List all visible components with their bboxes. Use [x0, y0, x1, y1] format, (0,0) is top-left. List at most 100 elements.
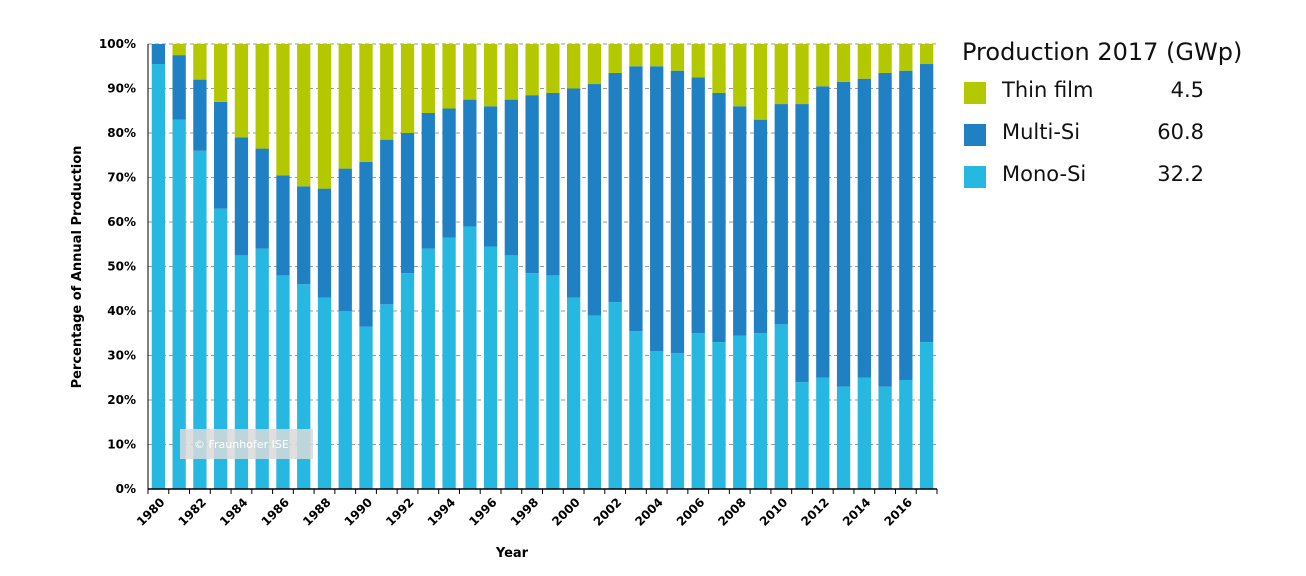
bar-thin-film-2012: [816, 44, 830, 87]
bar-multi-si-1985: [255, 148, 269, 249]
legend-swatch-thin-film: [964, 82, 986, 104]
bar-thin-film-2013: [836, 44, 851, 82]
legend-swatch-multi-si: [964, 124, 986, 146]
bar-thin-film-1983: [214, 44, 228, 102]
bar-mono-si-1997: [504, 255, 518, 489]
bar-mono-si-1989: [338, 311, 352, 489]
bar-mono-si-2001: [587, 315, 602, 489]
bar-multi-si-1990: [359, 161, 373, 327]
bar-thin-film-1988: [317, 44, 332, 189]
bar-multi-si-1986: [276, 175, 290, 276]
bar-thin-film-2008: [733, 44, 747, 107]
bar-multi-si-2009: [753, 119, 768, 334]
bar-mono-si-2017: [919, 342, 934, 489]
bar-multi-si-1993: [421, 112, 435, 249]
watermark-text: © Fraunhofer ISE: [194, 438, 289, 451]
bar-thin-film-2001: [587, 44, 602, 85]
x-tick-label: 2014: [840, 495, 874, 529]
bar-multi-si-2016: [899, 70, 913, 380]
bar-thin-film-2017: [919, 44, 934, 65]
bar-mono-si-1993: [421, 248, 435, 489]
bar-thin-film-1984: [234, 44, 249, 138]
bar-multi-si-2005: [670, 70, 685, 354]
bar-mono-si-1990: [359, 326, 373, 489]
y-tick-label: 90%: [107, 82, 136, 96]
bar-thin-film-2006: [691, 44, 705, 78]
bar-mono-si-1998: [525, 273, 539, 489]
bar-mono-si-2009: [753, 333, 768, 489]
x-tick-label: 1994: [425, 495, 459, 529]
bar-mono-si-2016: [899, 379, 913, 489]
bar-multi-si-2004: [650, 66, 664, 352]
bar-mono-si-2014: [857, 377, 871, 489]
bar-multi-si-2002: [608, 72, 622, 303]
y-tick-label: 60%: [107, 215, 136, 229]
bar-multi-si-2003: [629, 66, 643, 332]
bar-mono-si-2012: [816, 377, 830, 489]
bar-multi-si-2012: [816, 86, 830, 378]
bar-multi-si-2011: [795, 104, 809, 383]
bars: [151, 44, 934, 490]
legend-value: 60.8: [1157, 120, 1204, 144]
watermark-box: [180, 429, 313, 459]
bar-multi-si-1987: [297, 186, 311, 285]
y-tick-label: 80%: [107, 126, 136, 140]
x-tick-labels: 1980 1982 1984 1986 1988 1990 1992 1994 1996 1998…: [134, 495, 915, 529]
legend-swatch-mono-si: [964, 166, 986, 188]
bar-multi-si-2015: [878, 72, 892, 387]
x-tick-label: 1998: [508, 495, 542, 529]
y-tick-label: 50%: [107, 260, 136, 274]
bar-mono-si-1991: [380, 304, 394, 489]
bar-thin-film-1996: [483, 44, 498, 107]
bar-multi-si-1983: [214, 101, 228, 209]
x-tick-label: 1996: [466, 495, 500, 529]
x-tick-label: 2004: [632, 495, 666, 529]
bar-mono-si-2002: [608, 302, 622, 489]
bar-mono-si-2015: [878, 386, 892, 489]
bar-mono-si-1996: [483, 246, 498, 489]
axes: [147, 44, 938, 494]
bar-thin-film-2002: [608, 44, 622, 73]
bar-mono-si-2005: [670, 353, 685, 489]
bar-thin-film-2003: [629, 44, 643, 67]
bar-multi-si-1989: [338, 168, 352, 311]
bar-mono-si-2008: [733, 335, 747, 489]
bar-multi-si-1984: [234, 137, 249, 256]
bar-thin-film-1987: [297, 44, 311, 187]
bar-mono-si-2006: [691, 333, 705, 489]
x-tick-label: 1988: [300, 495, 334, 529]
watermark: © Fraunhofer ISE: [180, 429, 313, 459]
bar-thin-film-2016: [899, 44, 913, 71]
bar-multi-si-2010: [774, 104, 788, 325]
bar-thin-film-1990: [359, 44, 373, 162]
bar-multi-si-1998: [525, 95, 539, 274]
legend-title: Production 2017 (GWp): [962, 38, 1243, 66]
y-axis-title: Percentage of Annual Production: [70, 146, 85, 389]
x-tick-label: 2008: [715, 495, 749, 529]
bar-multi-si-1982: [193, 79, 207, 151]
bar-thin-film-2007: [712, 44, 726, 93]
legend-label: Mono-Si: [1002, 162, 1087, 186]
bar-mono-si-2010: [774, 324, 788, 489]
x-tick-label: 2000: [549, 495, 583, 529]
bar-mono-si-1985: [255, 248, 269, 489]
legend-value: 32.2: [1157, 162, 1204, 186]
bar-mono-si-2000: [567, 297, 581, 489]
bar-thin-film-2000: [567, 44, 581, 89]
legend-value: 4.5: [1170, 78, 1204, 102]
bar-thin-film-1997: [504, 44, 518, 100]
y-tick-labels: 0% 10% 20% 30% 40% 50% 60% 70% 80% 90% 100%: [99, 37, 136, 496]
bar-thin-film-1986: [276, 44, 290, 176]
x-tick-label: 2006: [674, 495, 708, 529]
bar-multi-si-1999: [546, 92, 560, 276]
bar-thin-film-1995: [463, 44, 477, 100]
x-tick-label: 2016: [881, 495, 915, 529]
bar-multi-si-1996: [483, 106, 498, 247]
bar-thin-film-2004: [650, 44, 664, 67]
bar-multi-si-2008: [733, 106, 747, 336]
bar-mono-si-1994: [442, 237, 456, 489]
x-tick-label: 2012: [798, 495, 832, 529]
y-tick-label: 10%: [107, 438, 136, 452]
x-tick-label: 2002: [591, 495, 625, 529]
